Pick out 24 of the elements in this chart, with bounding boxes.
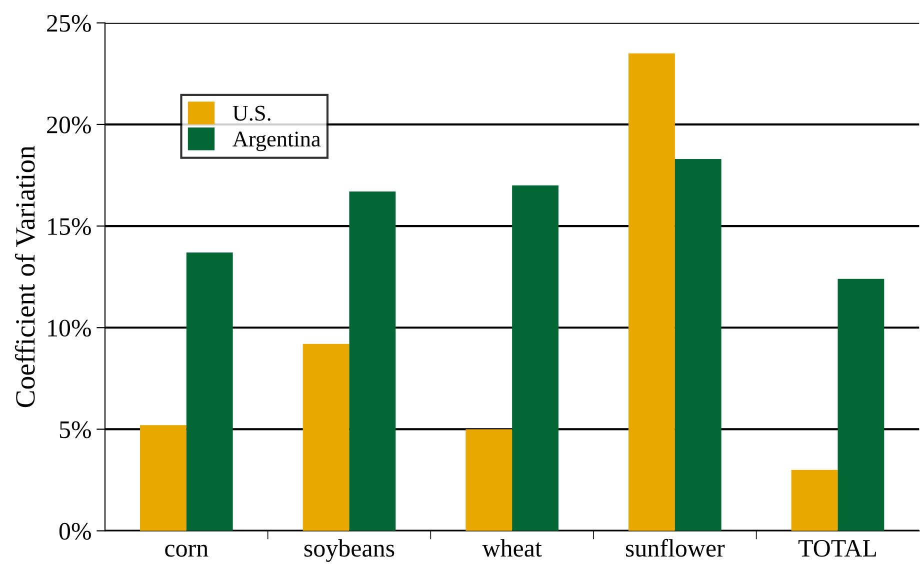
x-tick-label: wheat xyxy=(482,539,542,557)
y-tick-label: 5% xyxy=(60,421,91,438)
x-tick-label: corn xyxy=(165,544,208,557)
y-tick-label: 20% xyxy=(47,116,91,134)
bar xyxy=(791,470,838,531)
legend-label: U.S. xyxy=(232,106,270,121)
bar xyxy=(628,53,675,531)
bar xyxy=(186,252,233,531)
y-tick-label: 0% xyxy=(59,522,91,540)
bar xyxy=(349,192,396,531)
y-axis-title: Coefficient of Variation xyxy=(14,146,35,408)
bar xyxy=(674,159,722,531)
x-tick-label: TOTAL xyxy=(798,540,876,557)
x-tick-label: soybeans xyxy=(304,539,394,562)
x-tick-label: sunflower xyxy=(626,538,725,557)
legend-label: Argentina xyxy=(232,132,321,152)
bar xyxy=(302,344,350,531)
bar xyxy=(512,185,558,531)
bar xyxy=(838,278,884,531)
bar xyxy=(466,429,512,531)
y-tick-label: 15% xyxy=(48,218,91,236)
y-tick-label: 10% xyxy=(48,320,91,337)
bar xyxy=(140,425,186,531)
y-tick-label: 25% xyxy=(47,14,91,32)
